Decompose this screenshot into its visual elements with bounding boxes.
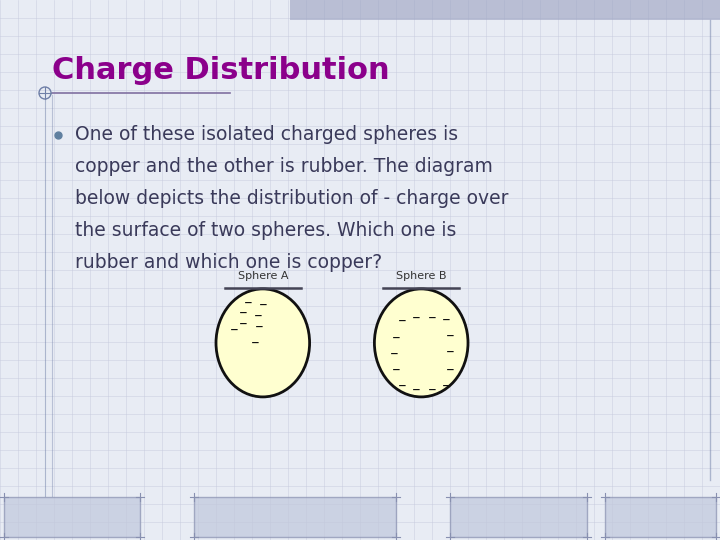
Text: the surface of two spheres. Which one is: the surface of two spheres. Which one is xyxy=(75,221,456,240)
Text: −: − xyxy=(428,385,436,395)
Text: −: − xyxy=(397,316,406,326)
Text: −: − xyxy=(392,333,400,342)
Text: −: − xyxy=(428,313,436,322)
Text: −: − xyxy=(244,298,253,307)
Text: −: − xyxy=(251,338,260,348)
Bar xyxy=(605,497,716,537)
Ellipse shape xyxy=(216,289,310,397)
Ellipse shape xyxy=(374,289,468,397)
Text: −: − xyxy=(392,365,400,375)
Bar xyxy=(194,497,396,537)
Text: −: − xyxy=(412,385,420,395)
Bar xyxy=(290,0,720,20)
Text: −: − xyxy=(239,319,248,329)
Text: Charge Distribution: Charge Distribution xyxy=(52,56,390,85)
Bar xyxy=(4,497,140,537)
Text: rubber and which one is copper?: rubber and which one is copper? xyxy=(75,253,382,272)
Text: −: − xyxy=(442,381,451,391)
Text: Sphere B: Sphere B xyxy=(396,271,446,281)
Text: copper and the other is rubber. The diagram: copper and the other is rubber. The diag… xyxy=(75,157,493,176)
Text: −: − xyxy=(442,315,451,325)
Bar xyxy=(450,497,587,537)
Text: −: − xyxy=(397,381,406,391)
Text: −: − xyxy=(412,313,420,322)
Text: −: − xyxy=(446,331,454,341)
Text: −: − xyxy=(253,311,262,321)
Text: below depicts the distribution of - charge over: below depicts the distribution of - char… xyxy=(75,189,508,208)
Text: −: − xyxy=(230,325,238,334)
Text: −: − xyxy=(239,308,248,318)
Text: −: − xyxy=(258,300,267,310)
Text: −: − xyxy=(446,365,454,375)
Text: Sphere A: Sphere A xyxy=(238,271,288,281)
Text: −: − xyxy=(390,349,399,359)
Text: −: − xyxy=(255,322,264,332)
Text: One of these isolated charged spheres is: One of these isolated charged spheres is xyxy=(75,125,458,144)
Text: −: − xyxy=(446,347,454,357)
